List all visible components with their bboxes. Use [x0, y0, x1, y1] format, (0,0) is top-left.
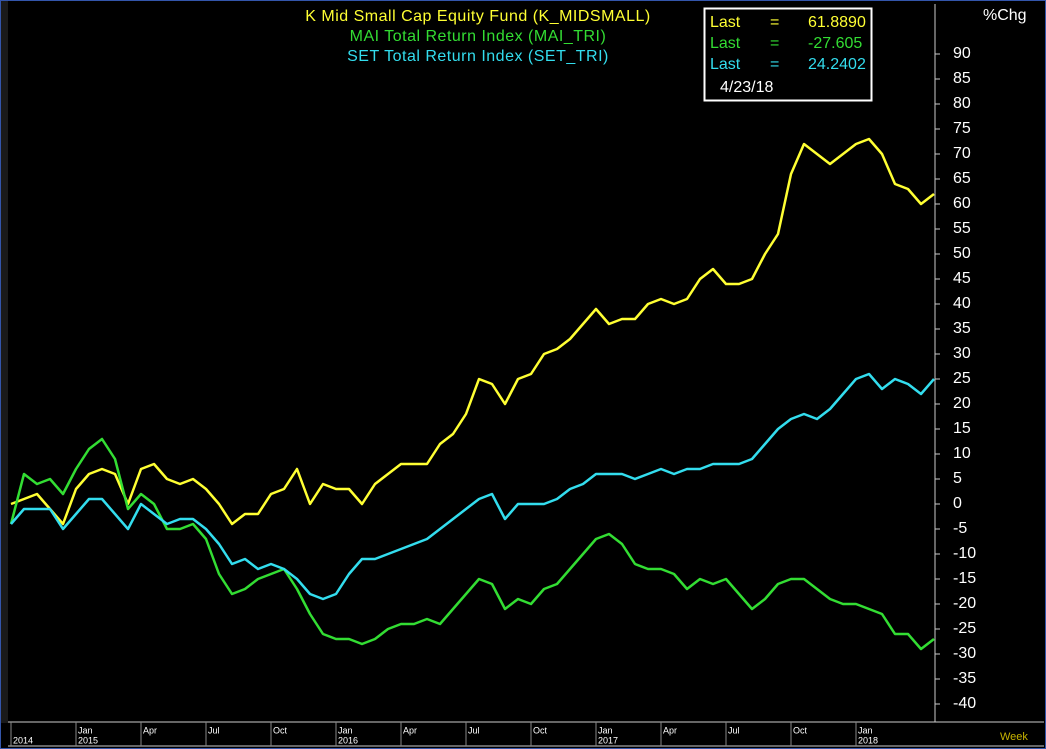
- y-tick-label: -10: [953, 545, 976, 562]
- y-tick-label: -40: [953, 695, 976, 712]
- y-tick-label: 50: [953, 245, 971, 262]
- y-tick-label: 35: [953, 320, 971, 337]
- x-tick-label: Apr: [143, 725, 157, 735]
- y-tick-label: -35: [953, 670, 976, 687]
- legend-equals: =: [770, 56, 779, 73]
- series-title: MAI Total Return Index (MAI_TRI): [350, 28, 607, 45]
- line: [9, 437, 935, 651]
- y-tick-label: -25: [953, 620, 976, 637]
- x-year-label: 2014: [13, 735, 33, 745]
- y-axis-label: %Chg: [983, 7, 1027, 24]
- y-tick-label: 40: [953, 295, 971, 312]
- x-tick-label: Oct: [533, 725, 548, 735]
- x-tick-label: Jan: [78, 725, 93, 735]
- y-tick-label: 45: [953, 270, 971, 287]
- x-year-label: 2018: [858, 735, 878, 745]
- x-tick-label: Jul: [468, 725, 480, 735]
- y-tick-label: 5: [953, 470, 962, 487]
- y-tick-label: -5: [953, 520, 967, 537]
- x-year-label: 2015: [78, 735, 98, 745]
- y-tick-label: -20: [953, 595, 976, 612]
- x-tick-label: Jan: [338, 725, 353, 735]
- line: [10, 137, 935, 526]
- legend-box: [703, 7, 873, 102]
- legend-equals: =: [770, 14, 779, 31]
- series-title: K Mid Small Cap Equity Fund (K_MIDSMALL): [305, 8, 650, 25]
- legend-label: Last: [710, 14, 741, 31]
- x-tick-label: Apr: [663, 725, 677, 735]
- x-axis-label: Week: [1000, 731, 1028, 743]
- x-tick-label: Oct: [273, 725, 288, 735]
- x-tick-label: Jul: [208, 725, 220, 735]
- legend-value: -27.605: [808, 35, 862, 52]
- line: [10, 372, 935, 601]
- y-tick-label: 75: [953, 120, 971, 137]
- legend-date: 4/23/18: [720, 79, 773, 96]
- series-title: SET Total Return Index (SET_TRI): [347, 48, 609, 65]
- y-tick-label: 90: [953, 45, 971, 62]
- legend-value: 24.2402: [808, 56, 866, 73]
- y-tick-label: -15: [953, 570, 976, 587]
- y-tick-label: 60: [953, 195, 971, 212]
- x-tick-label: Jan: [858, 725, 873, 735]
- y-tick-label: 70: [953, 145, 971, 162]
- x-year-label: 2017: [598, 735, 618, 745]
- y-tick-label: 25: [953, 370, 971, 387]
- y-tick-label: 15: [953, 420, 971, 437]
- x-tick-label: Jul: [728, 725, 740, 735]
- y-tick-label: 30: [953, 345, 971, 362]
- legend-label: Last: [710, 56, 741, 73]
- x-tick-label: Jan: [598, 725, 613, 735]
- y-tick-label: 10: [953, 445, 971, 462]
- y-tick-label: 80: [953, 95, 971, 112]
- x-year-label: 2016: [338, 735, 358, 745]
- y-tick-label: 0: [953, 495, 962, 512]
- y-tick-label: 65: [953, 170, 971, 187]
- y-tick-label: -30: [953, 645, 976, 662]
- y-tick-label: 55: [953, 220, 971, 237]
- y-tick-label: 20: [953, 395, 971, 412]
- legend-equals: =: [770, 35, 779, 52]
- legend-label: Last: [710, 35, 741, 52]
- x-tick-label: Oct: [793, 725, 808, 735]
- x-tick-label: Apr: [403, 725, 417, 735]
- y-tick-label: 85: [953, 70, 971, 87]
- left-strip: [1, 1, 8, 723]
- legend-value: 61.8890: [808, 14, 866, 31]
